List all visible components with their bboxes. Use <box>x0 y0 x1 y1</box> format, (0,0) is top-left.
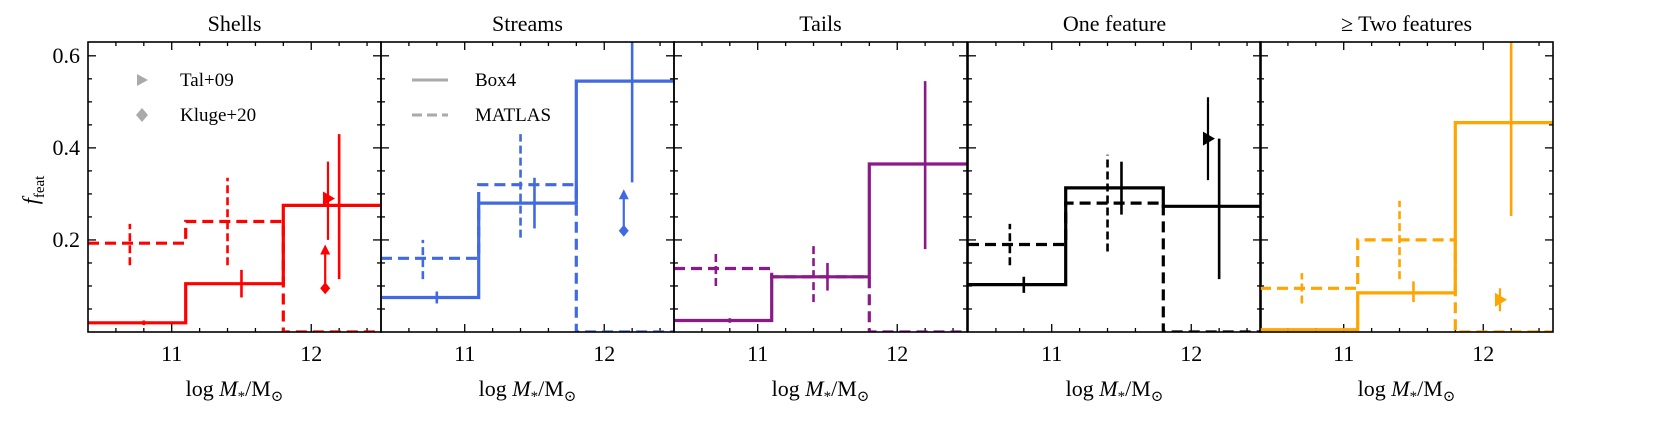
tal09-marker <box>322 191 335 206</box>
x-axis-label-var-sub: * <box>824 389 832 405</box>
x-axis-label-prefix: log <box>772 376 806 401</box>
panel-title: Shells <box>208 11 262 36</box>
panel-frame <box>967 41 1262 333</box>
panel-frame <box>380 41 675 333</box>
x-axis-label-var: M <box>1098 376 1119 401</box>
x-tick-label: 11 <box>161 341 182 366</box>
x-axis-label-var: M <box>511 376 532 401</box>
x-axis-label-suffix-sub: ⊙ <box>564 389 577 405</box>
box4-step-line <box>674 162 967 323</box>
data-group <box>1260 42 1553 332</box>
tal09-marker <box>1494 292 1507 307</box>
line-legend: Box4 MATLAS <box>412 70 551 126</box>
legend-label: Kluge+20 <box>180 105 256 126</box>
x-axis-label-suffix: /M <box>831 376 857 401</box>
x-tick-label: 11 <box>454 341 475 366</box>
kluge20-marker <box>320 282 331 295</box>
panel-frame <box>1259 41 1554 333</box>
panel-1: Shells 11 12 log M*/M⊙ <box>87 11 382 405</box>
kluge20-limit-arrow <box>618 189 629 200</box>
legend-label: Tal+09 <box>180 70 234 91</box>
x-axis-label-var: M <box>1390 376 1411 401</box>
x-tick-label: 12 <box>300 341 322 366</box>
box4-step-line <box>88 203 381 325</box>
x-tick-label: 12 <box>1180 341 1202 366</box>
panel-title: One feature <box>1063 11 1166 36</box>
x-axis-label-prefix: log <box>186 376 220 401</box>
panel-5: ≥ Two features 11 12 log M*/M⊙ <box>1259 11 1554 405</box>
matlas-step-line <box>1260 238 1553 332</box>
x-axis-label-var: M <box>218 376 239 401</box>
y-tick-label: 0.2 <box>53 227 81 252</box>
marker-legend: Tal+09 Kluge+20 <box>136 70 256 126</box>
x-axis-label-var-sub: * <box>531 389 539 405</box>
panel-frame <box>673 41 968 333</box>
x-axis-label-var-sub: * <box>238 389 246 405</box>
x-tick-label: 11 <box>747 341 768 366</box>
x-tick-label: 11 <box>1041 341 1062 366</box>
x-axis-label-prefix: log <box>1066 376 1100 401</box>
diamond-icon <box>136 108 148 122</box>
matlas-step-line <box>88 219 381 332</box>
x-axis-label: log M*/M⊙ <box>1358 376 1456 405</box>
labels-layer: ffeat <box>18 175 48 204</box>
x-axis-label: log M*/M⊙ <box>1066 376 1164 405</box>
x-tick-label: 11 <box>1333 341 1354 366</box>
panel-frame <box>87 41 382 333</box>
matlas-step-line <box>381 183 674 332</box>
legend-label: MATLAS <box>475 105 551 126</box>
data-group <box>381 42 674 332</box>
x-axis-label-suffix: /M <box>1125 376 1151 401</box>
matlas-step-line <box>968 201 1261 332</box>
panel-4: One feature 11 12 log M*/M⊙ <box>967 11 1262 405</box>
x-axis-label-suffix-sub: ⊙ <box>1151 389 1164 405</box>
panel-3: Tails 11 12 log M*/M⊙ <box>673 11 968 405</box>
x-axis-label: log M*/M⊙ <box>186 376 284 405</box>
box4-step-line <box>1260 121 1553 332</box>
legend-label: Box4 <box>475 70 517 91</box>
x-axis-label-suffix-sub: ⊙ <box>271 389 284 405</box>
kluge20-limit-arrow <box>320 244 331 255</box>
x-axis-label-suffix-sub: ⊙ <box>1443 389 1456 405</box>
x-axis-label-suffix-sub: ⊙ <box>857 389 870 405</box>
x-axis-label-suffix: /M <box>245 376 271 401</box>
y-axis-label-sub: feat <box>32 175 48 198</box>
panel-2: Streams 11 12 log M*/M⊙ <box>380 11 675 405</box>
kluge20-marker <box>618 224 629 237</box>
x-tick-label: 12 <box>1472 341 1494 366</box>
data-group <box>88 134 381 332</box>
panel-title: Tails <box>799 11 841 36</box>
y-axis-label-main: f <box>18 195 43 204</box>
y-axis-label: ffeat <box>18 175 48 204</box>
x-axis-label-suffix: /M <box>1417 376 1443 401</box>
box4-step-line <box>968 186 1261 287</box>
y-tick-label: 0.4 <box>53 135 81 160</box>
box4-step-line <box>381 79 674 300</box>
x-axis-label-prefix: log <box>479 376 513 401</box>
x-axis-label-var-sub: * <box>1410 389 1418 405</box>
x-axis-label-suffix: /M <box>538 376 564 401</box>
x-axis-label-var-sub: * <box>1118 389 1126 405</box>
data-group <box>674 81 967 332</box>
x-tick-label: 12 <box>886 341 908 366</box>
x-axis-label-var: M <box>804 376 825 401</box>
y-tick-label: 0.6 <box>53 43 81 68</box>
x-axis-label-prefix: log <box>1358 376 1392 401</box>
data-group <box>968 97 1261 332</box>
x-axis-label: log M*/M⊙ <box>479 376 577 405</box>
panel-title: Streams <box>492 11 563 36</box>
panel-title: ≥ Two features <box>1341 11 1472 36</box>
tal09-marker <box>1202 131 1215 146</box>
x-tick-label: 12 <box>593 341 615 366</box>
triangle-right-icon <box>137 74 148 86</box>
x-axis-label: log M*/M⊙ <box>772 376 870 405</box>
